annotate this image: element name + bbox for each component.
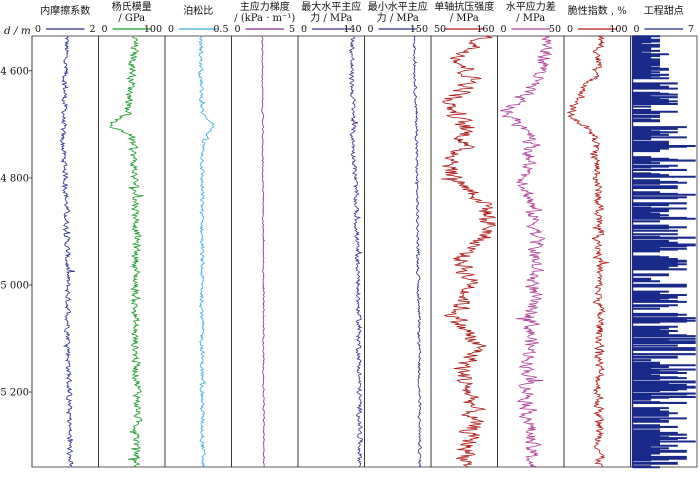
series-line — [412, 35, 422, 467]
log-track: 杨氏模量/ GPa 0 100 — [98, 0, 166, 468]
series-line — [198, 35, 216, 467]
scale-min-label: 0 — [301, 24, 307, 35]
scale-min-label: 0 — [368, 24, 374, 35]
track-title: 泊松比 — [183, 4, 213, 17]
scale-min-label: 0 — [235, 24, 241, 35]
log-track: 内摩擦系数 0 2 — [31, 4, 99, 468]
log-track: 工程甜点 0 7 — [630, 4, 698, 469]
track-title: 最小水平主应力 / MPa — [368, 0, 428, 24]
series-line — [261, 36, 266, 467]
log-track: 脆性指数 , % 0 100 — [563, 4, 631, 468]
depth-tick-label: 4 800 — [0, 173, 29, 184]
scale-max-label: 100 — [144, 24, 162, 35]
series-line — [109, 35, 144, 467]
track-frame — [231, 35, 299, 468]
scale-min-label: 0 — [634, 24, 640, 35]
scale-max-label: 100 — [609, 24, 627, 35]
depth-tick-label: 4 600 — [0, 66, 29, 77]
series-line — [500, 35, 554, 467]
scale-min-label: 0 — [567, 24, 573, 35]
depth-tick-label: 5 200 — [0, 388, 29, 399]
track-frame — [164, 35, 232, 468]
scale-min-label: 0 — [168, 24, 174, 35]
log-track: 泊松比 0 0.5 — [164, 4, 232, 468]
series-line — [631, 35, 696, 469]
scale-max-label: 50 — [549, 24, 561, 35]
scale-max-label: 160 — [476, 24, 494, 35]
scale-min-label: 0 — [501, 24, 507, 35]
track-frame — [630, 35, 698, 468]
series-line — [440, 35, 497, 467]
scale-max-label: 7 — [688, 24, 694, 35]
log-track: 主应力梯度/ (kPa · m⁻¹)0 5 — [231, 0, 299, 468]
depth-axis-label: d / m — [4, 25, 31, 37]
track-title: 工程甜点 — [644, 4, 684, 17]
track-title: 内摩擦系数 — [40, 4, 90, 17]
track-title: 单轴抗压强度/ MPa — [434, 0, 494, 24]
track-frame — [31, 35, 99, 468]
scale-max-label: 150 — [410, 24, 428, 35]
scale-min-label: 50 — [434, 24, 446, 35]
track-title: 杨氏模量/ GPa — [112, 0, 152, 24]
track-frame — [563, 35, 631, 468]
track-title: 水平应力差/ MPa — [506, 0, 556, 24]
series-line — [566, 35, 610, 467]
track-title: 主应力梯度/ (kPa · m⁻¹) — [234, 0, 295, 24]
scale-max-label: 5 — [289, 24, 295, 35]
track-title: 最大水平主应力 / MPa — [301, 0, 361, 24]
depth-tick-label: 5 000 — [0, 280, 29, 291]
scale-max-label: 2 — [89, 24, 95, 35]
track-frame — [364, 35, 432, 468]
scale-min-label: 0 — [102, 24, 108, 35]
series-line — [59, 35, 75, 467]
track-title: 脆性指数 , % — [568, 4, 627, 17]
series-line — [348, 35, 363, 467]
scale-min-label: 0 — [35, 24, 41, 35]
scale-max-label: 0.5 — [213, 24, 228, 35]
scale-max-label: 140 — [343, 24, 361, 35]
